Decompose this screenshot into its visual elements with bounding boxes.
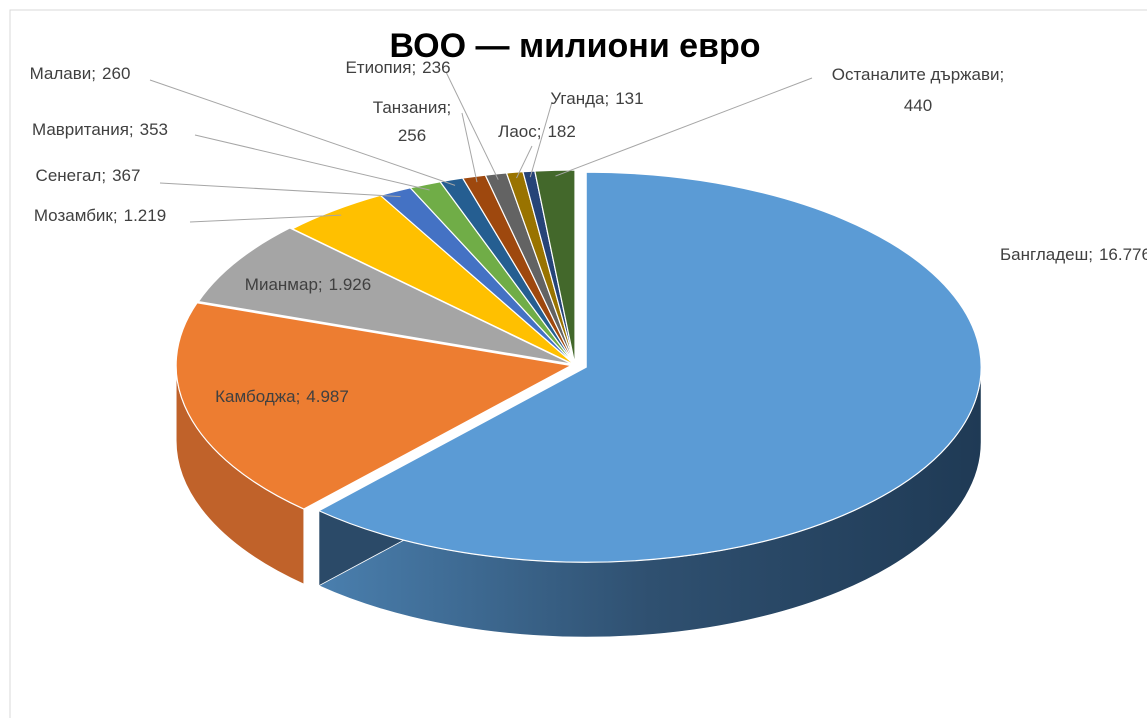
data-label: Бангладеш; 16.776 [1000,245,1147,264]
label-value: 1.219 [124,206,167,225]
leader-line [159,182,401,198]
data-label: Мавритания; 353 [32,120,168,139]
label-separator: ; [296,387,301,406]
label-value: 353 [140,120,168,139]
label-separator: ; [411,58,416,77]
leader-line [529,101,553,178]
label-value: 1.926 [329,275,372,294]
data-labels: Бангладеш; 16.776 Камбоджа; 4.987 Мианмар; 1.… [30,58,1147,406]
label-value: 16.776 [1099,245,1147,264]
data-label: Танзания; 256 [373,98,452,145]
label-category: Малави [30,64,92,83]
data-label: Етиопия; 236 [345,58,450,77]
label-category: Камбоджа [215,387,296,406]
leader-line [445,71,499,180]
data-label: Сенегал; 367 [36,166,141,185]
label-category: Танзания [373,98,447,117]
label-category: Мавритания [32,120,129,139]
label-value: 256 [398,126,426,145]
label-separator: ; [318,275,323,294]
label-category: Лаос [498,122,537,141]
label-separator: ; [537,122,542,141]
label-separator: ; [113,206,118,225]
slice [317,171,982,563]
slice [197,227,573,365]
label-separator: ; [101,166,106,185]
leader-line [461,112,478,183]
data-label: Мозамбик; 1.219 [34,206,166,225]
label-separator: ; [91,64,96,83]
leader-line [149,79,456,186]
label-value: 260 [102,64,130,83]
leader-line [555,77,813,177]
label-category: Бангладеш [1000,245,1088,264]
label-value: 440 [904,96,932,115]
leader-line [194,134,430,191]
data-label: Мианмар; 1.926 [245,275,371,294]
label-separator: ; [1088,245,1093,264]
label-separator: ; [604,89,609,108]
label-category: Мозамбик [34,206,114,225]
label-category: Уганда [550,89,605,108]
label-value: 236 [422,58,450,77]
pie-tops [175,169,982,563]
label-category: Сенегал [36,166,102,185]
label-value: 182 [547,122,575,141]
data-label: Уганда; 131 [550,89,643,108]
label-separator: ; [1000,65,1005,84]
slice [175,302,573,510]
label-value: 4.987 [306,387,349,406]
label-category: Етиопия [345,58,411,77]
label-separator: ; [447,98,452,117]
data-label: Лаос; 182 [498,122,576,141]
label-value: 367 [112,166,140,185]
label-category: Мианмар [245,275,318,294]
chart-title: ВОО — милиони евро [389,27,760,65]
data-label: Останалите държави; 440 [832,65,1005,115]
label-category: Останалите държави [832,65,1000,84]
slice [534,169,576,366]
data-label: Малави; 260 [30,64,131,83]
leader-line [516,145,533,179]
label-separator: ; [129,120,134,139]
label-value: 131 [615,89,643,108]
data-label: Камбоджа; 4.987 [215,387,349,406]
leader-line [189,214,342,223]
